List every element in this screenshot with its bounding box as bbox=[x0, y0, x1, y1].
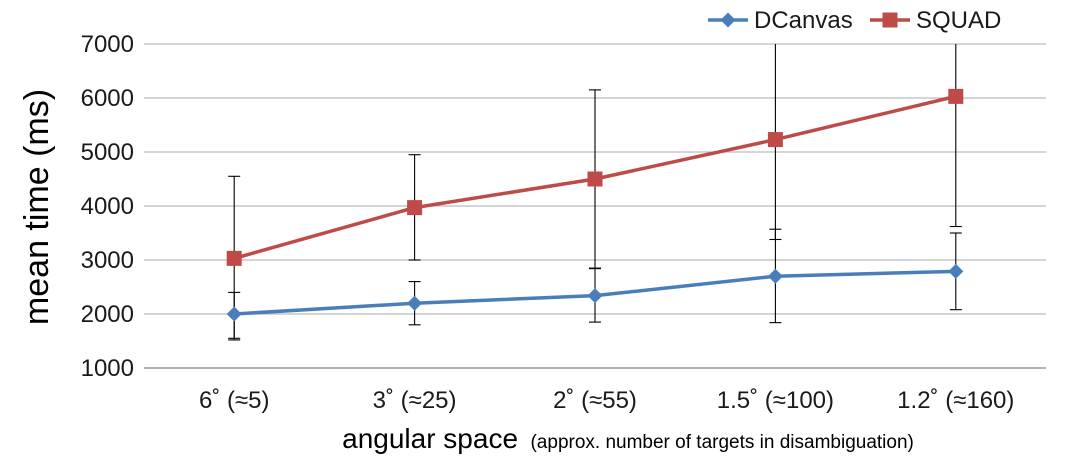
y-axis-label: mean time (ms) bbox=[18, 89, 56, 325]
data-point-squad-0 bbox=[226, 250, 242, 266]
legend-marker-squad bbox=[882, 12, 898, 28]
x-axis-label-note: (approx. number of targets in disambigua… bbox=[530, 432, 913, 453]
y-tick-label-2000: 2000 bbox=[81, 301, 134, 328]
data-point-squad-1 bbox=[407, 200, 423, 216]
legend-label-squad: SQUAD bbox=[916, 7, 1001, 34]
series-lines bbox=[226, 88, 964, 322]
x-axis-ticks: 6˚ (≈5) 3˚ (≈25) 2˚ (≈55) 1.5˚ (≈100) 1.2˚ (… bbox=[199, 387, 1014, 414]
legend-label-dcanvas: DCanvas bbox=[754, 7, 853, 34]
x-tick-label-4: 1.2˚ (≈160) bbox=[897, 387, 1014, 414]
data-point-dcanvas-1 bbox=[407, 295, 423, 311]
x-axis-label-group: angular space (approx. number of targets… bbox=[342, 423, 914, 454]
data-point-dcanvas-0 bbox=[226, 306, 242, 322]
y-tick-label-1000: 1000 bbox=[81, 355, 134, 382]
data-point-dcanvas-3 bbox=[767, 268, 783, 284]
legend-item-squad: SQUAD bbox=[870, 7, 1001, 34]
y-tick-label-3000: 3000 bbox=[81, 247, 134, 274]
y-tick-label-7000: 7000 bbox=[81, 31, 134, 58]
x-tick-label-0: 6˚ (≈5) bbox=[199, 387, 270, 414]
data-point-squad-2 bbox=[587, 171, 603, 187]
data-point-dcanvas-4 bbox=[948, 263, 964, 279]
data-point-squad-4 bbox=[948, 88, 964, 104]
legend: DCanvas SQUAD bbox=[708, 7, 1001, 34]
y-tick-label-5000: 5000 bbox=[81, 139, 134, 166]
data-point-dcanvas-2 bbox=[587, 288, 603, 304]
x-tick-label-2: 2˚ (≈55) bbox=[553, 387, 637, 414]
x-tick-label-1: 3˚ (≈25) bbox=[373, 387, 457, 414]
data-point-squad-3 bbox=[767, 132, 783, 148]
legend-item-dcanvas: DCanvas bbox=[708, 7, 853, 34]
y-axis-ticks: 1000 2000 3000 4000 5000 6000 7000 bbox=[81, 31, 134, 382]
legend-marker-dcanvas bbox=[720, 12, 736, 28]
y-tick-label-6000: 6000 bbox=[81, 85, 134, 112]
series-dcanvas bbox=[226, 263, 964, 322]
x-axis-label: angular space bbox=[342, 423, 518, 454]
x-tick-label-3: 1.5˚ (≈100) bbox=[717, 387, 834, 414]
error-bar-squad-4 bbox=[949, 44, 962, 228]
y-tick-label-4000: 4000 bbox=[81, 193, 134, 220]
series-squad bbox=[226, 88, 964, 266]
